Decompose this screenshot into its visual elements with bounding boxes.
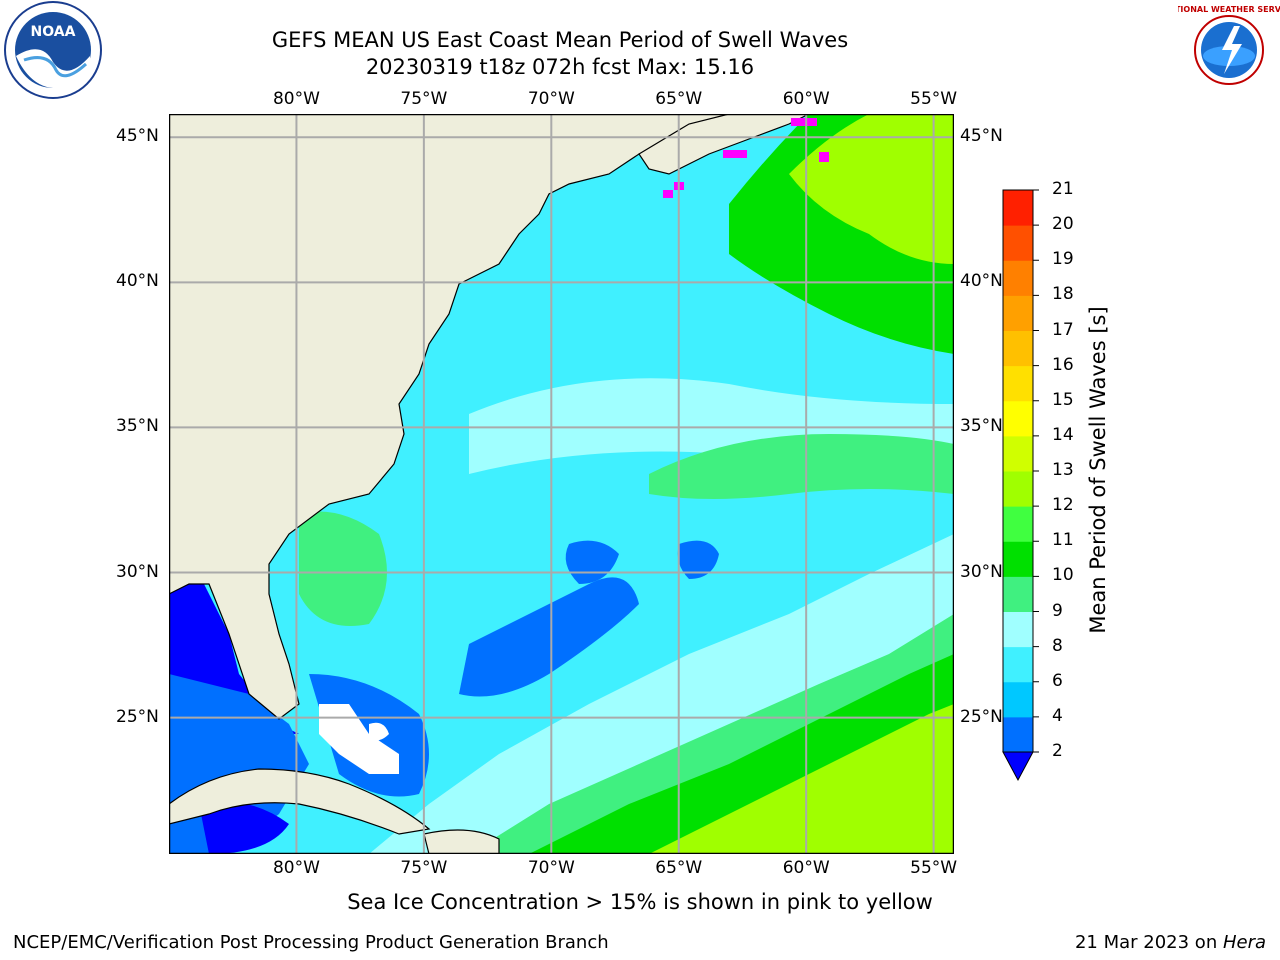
colorbar-tick-label: 21: [1052, 179, 1074, 199]
colorbar-segment: [1003, 646, 1033, 683]
latitude-label: 30°N: [116, 561, 159, 582]
swell-zone-blue: [677, 540, 719, 579]
land-nova-scotia: [638, 114, 810, 175]
land-cuba: [169, 768, 431, 835]
land-north-america: [169, 114, 730, 720]
colorbar-tick-label: 2: [1052, 741, 1063, 761]
colorbar-segment: [1003, 330, 1033, 367]
swell-zone-carolina-green: [299, 511, 387, 626]
colorbar-tick-label: 16: [1052, 354, 1074, 375]
run-date-text: 21 Mar 2023 on: [1074, 932, 1223, 953]
longitude-label: 70°W: [527, 89, 575, 109]
colorbar-segment: [1003, 190, 1033, 226]
longitude-label: 55°W: [910, 89, 958, 109]
swell-zone-12-13: [649, 704, 954, 854]
colorbar-segment: [1003, 541, 1033, 577]
colorbar-label: Mean Period of Swell Waves [s]: [1086, 306, 1110, 634]
colorbar-tick-label: 15: [1052, 389, 1074, 410]
colorbar-segment: [1003, 716, 1033, 753]
latitude-label: 40°N: [116, 271, 159, 292]
colorbar-tick-label: 17: [1052, 319, 1074, 340]
land-hispaniola: [423, 829, 500, 854]
swell-zone-8-9: [369, 534, 954, 854]
colorbar-tick-label: 19: [1052, 249, 1074, 270]
swell-zone-mid-green: [649, 434, 954, 499]
longitude-label: 80°W: [272, 89, 320, 109]
colorbar-tick-label: 14: [1052, 424, 1074, 445]
colorbar-tick-label: 6: [1052, 670, 1063, 691]
colorbar-under-arrow: [1002, 751, 1034, 782]
colorbar-tick-label: 9: [1052, 600, 1063, 621]
noaa-logo: NOAA: [2, 0, 104, 100]
latitude-label: 25°N: [960, 706, 1003, 727]
swell-zone-9-10: [469, 614, 954, 854]
longitude-label: 60°W: [782, 89, 830, 109]
bahamas-mask: [369, 722, 389, 741]
colorbar-segment: [1003, 400, 1033, 437]
colorbar-tick-label: 13: [1052, 460, 1074, 480]
latitude-label: 45°N: [960, 126, 1003, 147]
run-host: Hera: [1222, 932, 1266, 953]
colorbar-tick-label: 20: [1052, 214, 1074, 235]
colorbar-tick-label: 12: [1052, 495, 1074, 516]
bahamas-mask: [319, 704, 399, 774]
colorbar-segment: [1003, 611, 1033, 648]
longitude-label: 80°W: [272, 858, 320, 878]
swell-period-map: [168, 113, 955, 855]
colorbar-segment: [1003, 576, 1033, 612]
sea-ice-note: Sea Ice Concentration > 15% is shown in …: [347, 890, 933, 914]
colorbar-segment: [1003, 225, 1033, 261]
colorbar-tick-label: 8: [1052, 635, 1063, 656]
colorbar-segment: [1003, 260, 1033, 296]
longitude-label: 60°W: [782, 858, 830, 878]
colorbar-tick-label: 18: [1052, 284, 1074, 305]
swell-zone-blue: [459, 577, 639, 697]
swell-zone-ne-yellow: [789, 114, 954, 264]
colorbar-segment: [1003, 506, 1033, 542]
colorbar-tick-label: 4: [1052, 705, 1063, 726]
longitude-label: 75°W: [400, 89, 448, 109]
caribbean-deep-blue: [199, 801, 289, 854]
map-frame: [168, 113, 955, 855]
colorbar-tick-label: 11: [1052, 530, 1074, 551]
credit-line: NCEP/EMC/Verification Post Processing Pr…: [13, 932, 609, 953]
longitude-label: 75°W: [400, 858, 448, 878]
latitude-label: 30°N: [960, 561, 1003, 582]
colorbar-tick-label: 10: [1052, 565, 1074, 586]
longitude-label: 65°W: [655, 89, 703, 109]
colorbar-segment: [1003, 295, 1033, 331]
map-subtitle: 20230319 t18z 072h fcst Max: 15.16: [365, 55, 755, 79]
latitude-label: 40°N: [960, 271, 1003, 292]
latitude-label: 35°N: [116, 416, 159, 437]
latitude-label: 25°N: [116, 706, 159, 727]
nws-logo-text: NATIONAL WEATHER SERVICE: [1178, 5, 1280, 14]
colorbar: [1000, 186, 1040, 786]
noaa-logo-text: NOAA: [31, 24, 76, 40]
map-panel: [168, 113, 955, 855]
swell-zone-10-11: [529, 654, 954, 854]
colorbar-segment: [1003, 365, 1033, 402]
nws-logo: NATIONAL WEATHER SERVICE: [1163, 0, 1280, 100]
colorbar-segment: [1003, 681, 1033, 718]
latitude-label: 45°N: [116, 126, 159, 147]
graticule: [169, 114, 954, 854]
longitude-label: 55°W: [910, 858, 958, 878]
colorbar-segment: [1003, 435, 1033, 472]
map-title: GEFS MEAN US East Coast Mean Period of S…: [271, 28, 849, 52]
colorbar-segment: [1003, 471, 1033, 507]
longitude-label: 65°W: [655, 858, 703, 878]
longitude-label: 70°W: [527, 858, 575, 878]
run-date: 21 Mar 2023 on Hera: [1075, 932, 1266, 953]
latitude-label: 35°N: [960, 416, 1003, 437]
